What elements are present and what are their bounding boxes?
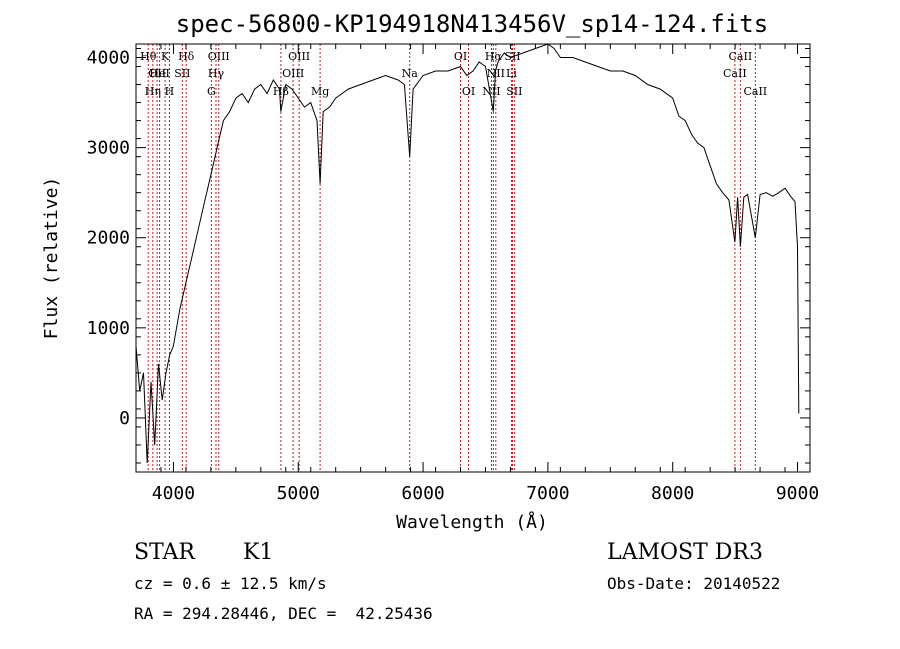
marker-label: CaII: [723, 67, 747, 80]
y-axis: 0 1000 2000 3000 4000: [87, 48, 810, 464]
y-tick-label: 0: [119, 408, 130, 429]
marker-label: G: [207, 85, 216, 98]
coordinates: RA = 294.28446, DEC = 42.25436: [134, 604, 433, 623]
marker-label: K: [161, 50, 170, 63]
x-tick-label: 8000: [651, 483, 694, 504]
y-axis-label: Flux (relative): [41, 177, 62, 340]
marker-label: CaII: [743, 85, 767, 98]
marker-label: Hγ: [208, 67, 225, 80]
marker-label: OIII: [288, 50, 310, 63]
y-tick-label: 4000: [87, 48, 130, 69]
marker-label: HeI: [149, 67, 169, 80]
marker-label: Hθ: [140, 50, 157, 63]
redshift-text: cz = 0.6 ± 12.5 km/s: [134, 574, 327, 593]
x-axis: 4000 5000 6000 7000 8000 9000: [135, 44, 819, 504]
y-tick-label: 3000: [87, 138, 130, 159]
x-tick-label: 9000: [776, 483, 819, 504]
y-tick-label: 1000: [87, 318, 130, 339]
marker-label: Hα: [485, 50, 503, 63]
survey-name: LAMOST DR3: [607, 540, 763, 565]
object-class: STAR: [134, 540, 195, 565]
plot-frame: [135, 43, 811, 473]
marker-label: Na: [402, 67, 419, 80]
y-tick-label: 2000: [87, 228, 130, 249]
marker-lines: [147, 44, 756, 472]
marker-label: Hδ: [178, 50, 195, 63]
marker-label: OIII: [282, 67, 304, 80]
spectrum-series-line: [135, 43, 800, 464]
marker-label: OIII: [208, 50, 230, 63]
x-tick-label: 7000: [526, 483, 569, 504]
marker-label: SII: [506, 85, 522, 98]
marker-label: OI: [454, 50, 467, 63]
x-axis-label: Wavelength (Å): [396, 511, 548, 533]
x-tick-label: 5000: [277, 483, 320, 504]
marker-label: Hβ: [273, 85, 289, 98]
marker-label: Hη: [145, 85, 161, 98]
spectral-subclass: K1: [243, 540, 274, 565]
x-tick-label: 6000: [401, 483, 444, 504]
marker-label: OII: [148, 67, 166, 80]
obs-date: Obs-Date: 20140522: [607, 574, 781, 593]
chart-title: spec-56800-KP194918N413456V_sp14-124.fit…: [176, 10, 768, 38]
marker-label: SII: [174, 67, 190, 80]
marker-label: H: [165, 85, 175, 98]
marker-label: NII: [482, 85, 500, 98]
marker-label: Li: [506, 67, 517, 80]
marker-label: Mg: [311, 85, 329, 98]
x-tick-label: 4000: [152, 483, 195, 504]
marker-label: CaII: [729, 50, 753, 63]
marker-label: OI: [462, 85, 475, 98]
